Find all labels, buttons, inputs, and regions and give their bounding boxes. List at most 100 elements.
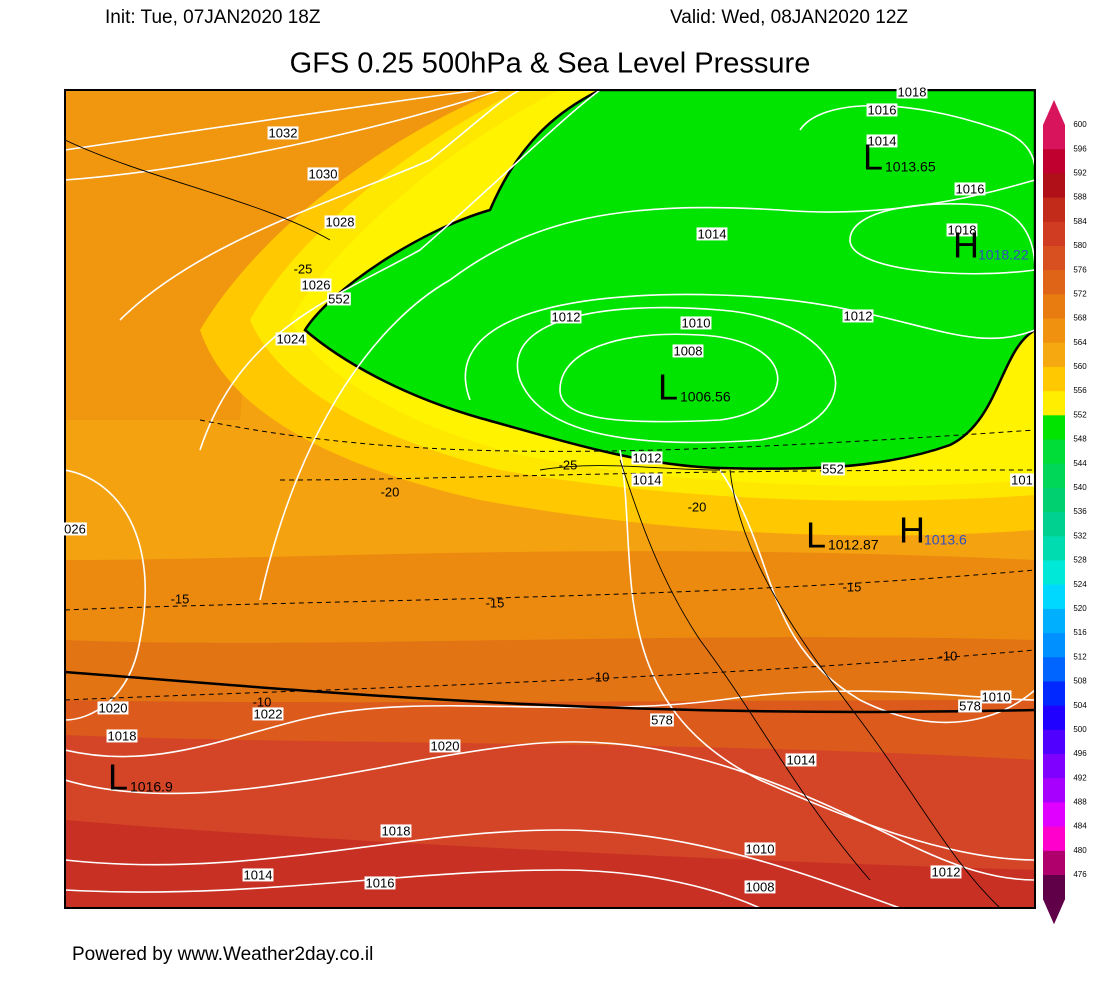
colorbar-tick-label: 516: [1073, 628, 1087, 637]
colorbar-top-cap: [1043, 100, 1065, 125]
isobar-label: 1020: [431, 738, 460, 753]
thickness-label: 578: [959, 698, 981, 713]
pressure-center-symbol: L: [806, 515, 826, 556]
isobar-label-box: [896, 85, 928, 99]
isobar-label-box: [364, 876, 396, 890]
colorbar-swatch: [1043, 778, 1065, 803]
isobar-label-box: [696, 227, 728, 241]
isobar-label: 1014: [244, 867, 273, 882]
colorbar-swatch: [1043, 754, 1065, 779]
isobar-label-box: [267, 126, 299, 140]
colorbar-tick-label: 500: [1073, 725, 1087, 734]
temperature-label: -20: [381, 484, 400, 499]
colorbar-swatch: [1043, 391, 1065, 416]
isobar-label: 1016: [366, 875, 395, 890]
colorbar-swatch: [1043, 245, 1065, 271]
thickness-label-box: [327, 292, 351, 306]
colorbar-swatch: [1043, 318, 1065, 344]
isobar-label-box: [252, 707, 284, 721]
colorbar-tick-label: 572: [1073, 289, 1087, 298]
colorbar-swatch: [1043, 342, 1065, 368]
isobar-label-box: [954, 182, 986, 196]
thickness-label-box: [958, 699, 982, 713]
isobar-label: 1014: [698, 226, 727, 241]
isobar-label-box: [946, 223, 978, 237]
colorbar-swatch: [1043, 439, 1065, 465]
colorbar-tick-label: 564: [1073, 338, 1087, 347]
colorbar-tick-label: 552: [1073, 410, 1087, 419]
colorbar-tick-label: 584: [1073, 217, 1087, 226]
colorbar-tick-label: 596: [1073, 144, 1087, 153]
colorbar-swatch: [1043, 173, 1065, 199]
colorbar-tick-label: 508: [1073, 677, 1087, 686]
colorbar-swatch: [1043, 802, 1065, 828]
colorbar-tick-label: 476: [1073, 870, 1087, 879]
isobar-label-box: [242, 868, 274, 882]
colorbar-tick-label: 492: [1073, 773, 1087, 782]
colorbar-swatch: [1043, 875, 1065, 900]
isobar-label-box: [63, 522, 87, 536]
colorbar-tick-label: 532: [1073, 531, 1087, 540]
colorbar-swatch: [1043, 221, 1065, 247]
isobar-label-box: [275, 332, 307, 346]
isobar-label-box: [744, 842, 776, 856]
colorbar-tick-label: 592: [1073, 168, 1087, 177]
colorbar-swatch: [1043, 487, 1065, 513]
isobar-label: 1030: [309, 166, 338, 181]
map-frame: [64, 89, 1036, 909]
isobar-label: 1012: [844, 308, 873, 323]
isobar-label-box: [324, 215, 356, 229]
colorbar-tick-label: 580: [1073, 241, 1087, 250]
colorbar-tick-label: 548: [1073, 435, 1087, 444]
temperature-label: -25: [559, 457, 578, 472]
isobar-label: 1020: [99, 700, 128, 715]
map-fill: [65, 90, 1035, 908]
thickness-label: 552: [328, 291, 350, 306]
isobar-label-box: [866, 103, 898, 117]
isobar-label: 1012: [552, 309, 581, 324]
init-time: Init: Tue, 07JAN2020 18Z: [105, 7, 321, 28]
colorbar-swatch: [1043, 125, 1065, 150]
isobar-label: 1010: [746, 841, 775, 856]
isobar-label: 1014: [633, 472, 662, 487]
isobar-label: 1016: [956, 181, 985, 196]
colorbar-swatch: [1043, 560, 1065, 586]
isobar-label-box: [631, 473, 663, 487]
footer: Powered by www.Weather2day.co.il: [72, 944, 373, 965]
isobar-label-box: [300, 278, 332, 292]
pressure-center-value: 1013.6: [924, 532, 967, 548]
temperature-label: -15: [843, 579, 862, 594]
colorbar-tick-label: 484: [1073, 822, 1087, 831]
isobar-label: 1026: [302, 277, 331, 292]
colorbar-swatch: [1043, 536, 1065, 561]
isobar-label-box: [97, 701, 129, 715]
colorbar-tick-label: 576: [1073, 265, 1087, 274]
isobar-label: 1014: [787, 752, 816, 767]
isobar-label-box: [307, 167, 339, 181]
isobar-label-box: [550, 310, 582, 324]
isobar-label: 1018: [898, 84, 927, 99]
pressure-center-value: 1013.65: [885, 159, 936, 175]
colorbar-tick-label: 520: [1073, 604, 1087, 613]
thickness-label-box: [821, 462, 845, 476]
pressure-center-symbol: L: [863, 137, 883, 178]
isobar-label: 1010: [682, 315, 711, 330]
temperature-label: -20: [688, 499, 707, 514]
pressure-center-symbol: H: [953, 225, 979, 266]
isobar-label-box: [680, 316, 712, 330]
isobar-label: 026: [64, 521, 86, 536]
isobar-label: 1010: [982, 689, 1011, 704]
colorbar-swatch: [1043, 149, 1065, 174]
pressure-center-value: 1012.87: [828, 537, 879, 553]
pressure-center-value: 1006.56: [680, 389, 731, 405]
isobar-label: 1008: [674, 343, 703, 358]
pressure-center-symbol: L: [108, 757, 128, 798]
colorbar-tick-label: 544: [1073, 459, 1087, 468]
temperature-label: -10: [939, 648, 958, 663]
temperature-label: -10: [253, 694, 272, 709]
colorbar-swatch: [1043, 681, 1065, 707]
colorbar-swatch: [1043, 633, 1065, 658]
isobar-label-box: [1010, 473, 1034, 487]
isobar-label: 1024: [277, 331, 306, 346]
colorbar-tick-label: 524: [1073, 580, 1087, 589]
